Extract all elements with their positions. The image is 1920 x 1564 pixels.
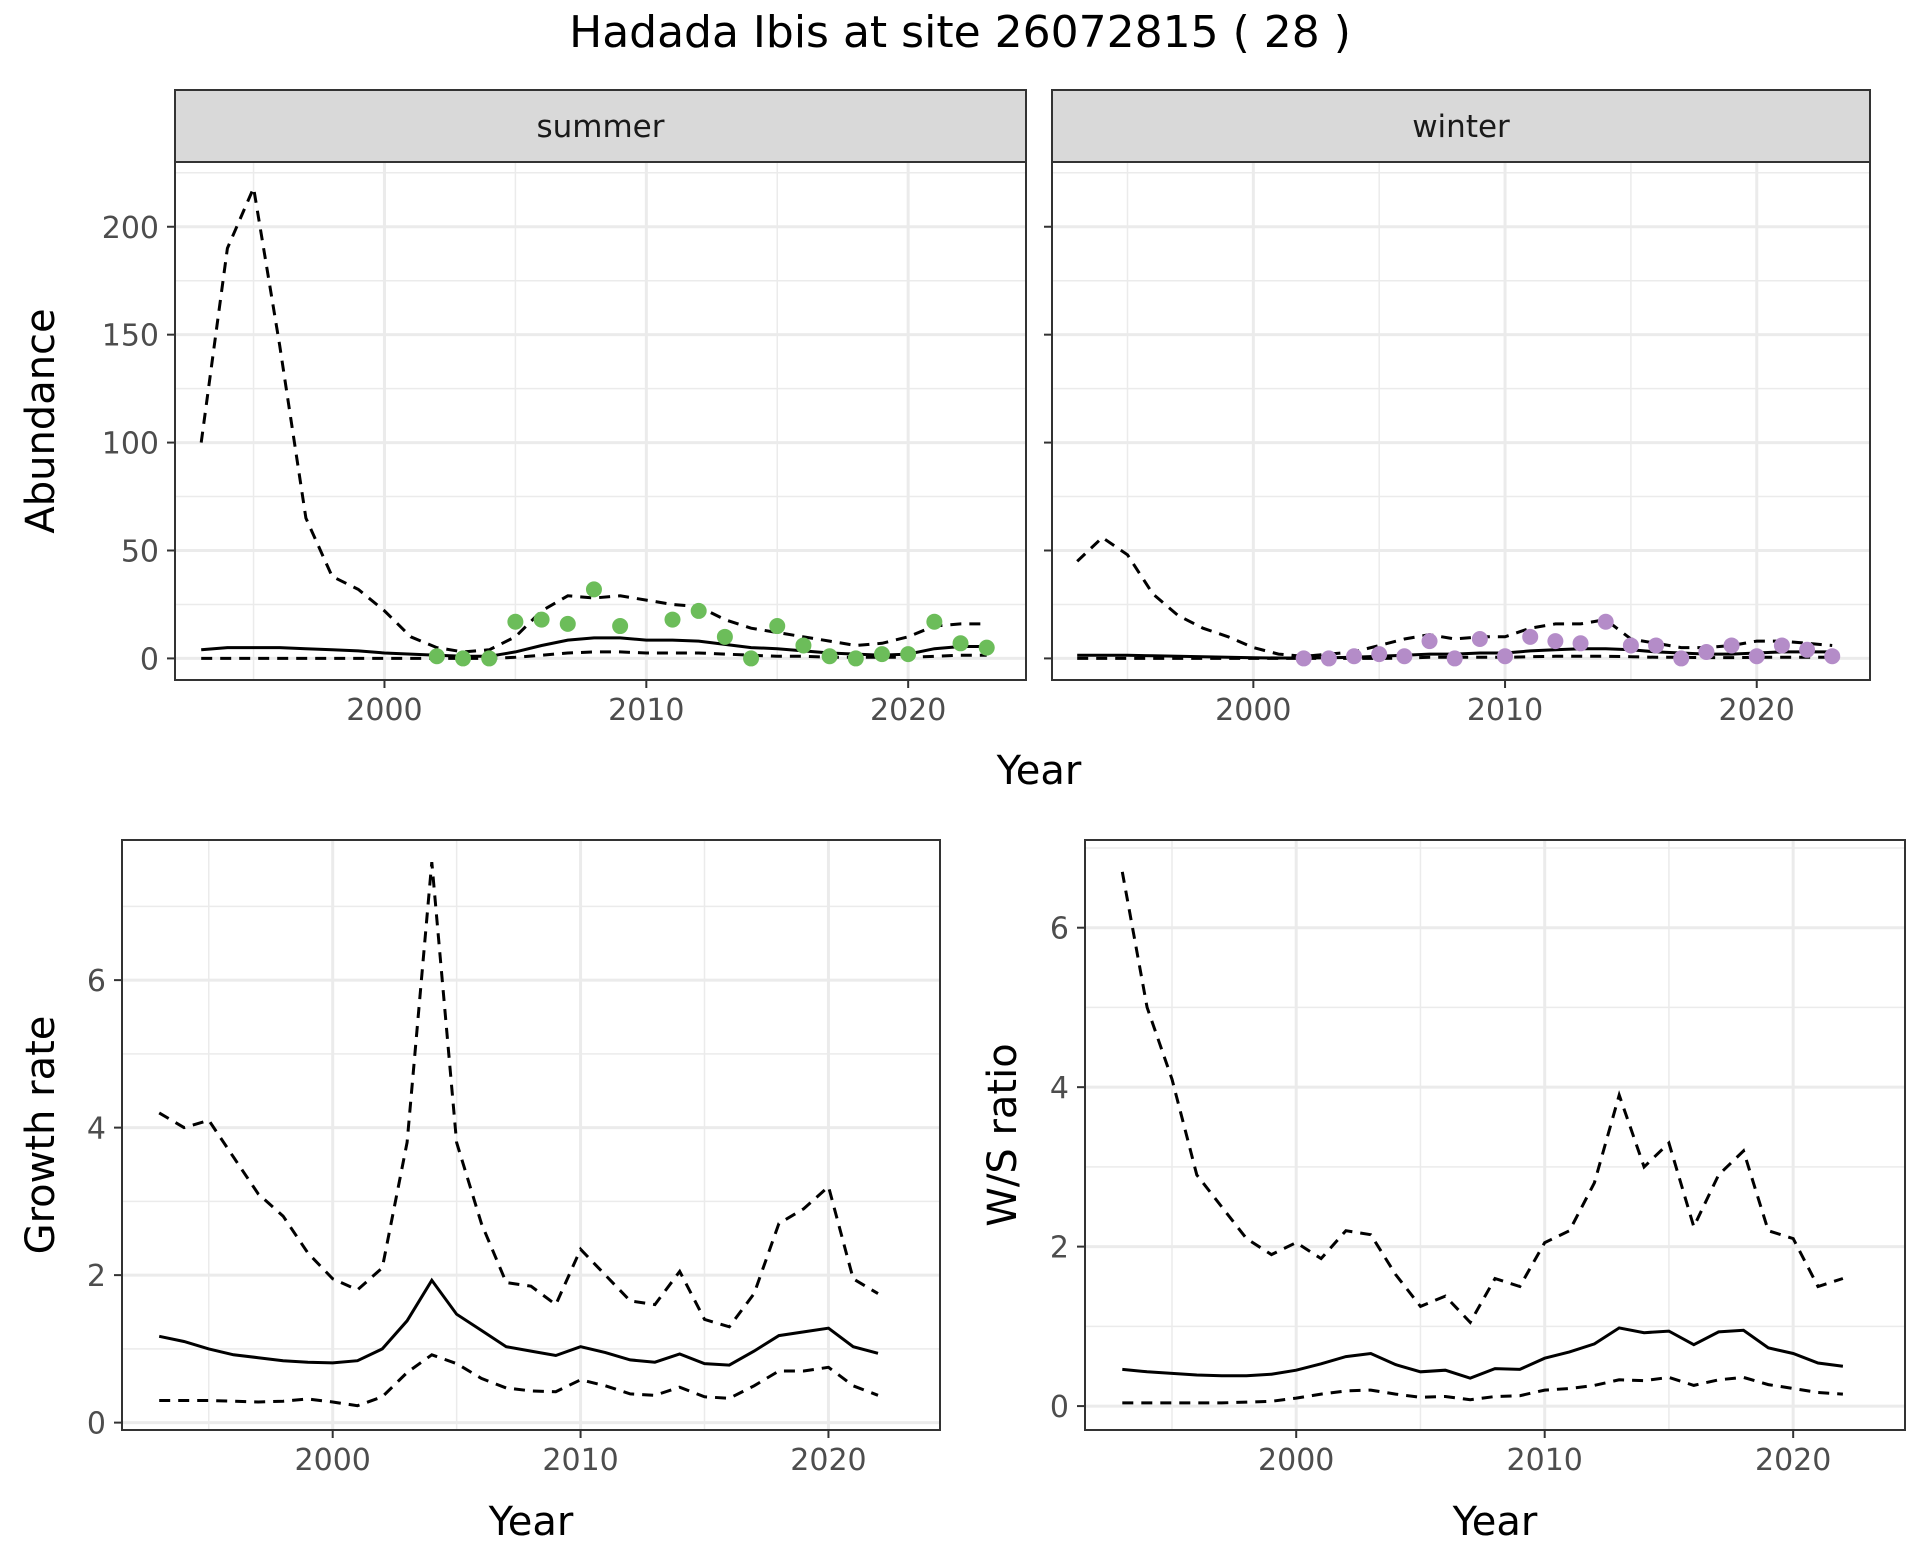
data-point <box>1773 637 1790 654</box>
x-tick-label: 2010 <box>1507 1443 1583 1478</box>
y-axis-label: W/S ratio <box>980 1043 1026 1226</box>
panel-ratio: 2000 2010 2020 0 2 4 6 W/S ratio Year <box>980 839 1906 1545</box>
data-point <box>1471 630 1488 647</box>
x-tick-label: 2000 <box>346 693 422 728</box>
x-tick-label: 2020 <box>790 1443 866 1478</box>
data-point <box>1446 650 1463 667</box>
data-point <box>743 650 760 667</box>
facet-strip-label: summer <box>536 109 664 145</box>
data-point <box>664 611 681 628</box>
y-axis-label: Abundance <box>18 308 64 533</box>
data-point <box>559 615 576 632</box>
panel-growth: 2000 2010 2020 0 2 4 6 Growth rate Year <box>18 839 941 1545</box>
x-tick-label: 2020 <box>1719 693 1795 728</box>
y-tick-label: 6 <box>1050 912 1069 947</box>
series-line-upper <box>1076 535 1833 658</box>
data-point <box>821 648 838 665</box>
data-point <box>873 646 890 663</box>
series-line-estimate <box>158 1277 879 1367</box>
y-tick-label: 0 <box>1050 1390 1069 1425</box>
data-point <box>1522 628 1539 645</box>
data-point <box>690 602 707 619</box>
x-tick-label: 2020 <box>1755 1443 1831 1478</box>
y-tick-label: 2 <box>1050 1231 1069 1266</box>
y-tick-label: 0 <box>87 1407 106 1442</box>
data-point <box>769 618 786 635</box>
x-tick-label: 2000 <box>1215 693 1291 728</box>
y-tick-label: 2 <box>87 1259 106 1294</box>
data-point <box>1698 643 1715 660</box>
y-tick-label: 150 <box>102 319 159 354</box>
data-point <box>1497 648 1514 665</box>
data-point <box>847 650 864 667</box>
y-axis-label: Growth rate <box>18 1016 64 1255</box>
x-tick-label: 2000 <box>295 1443 371 1478</box>
data-point <box>1824 648 1841 665</box>
data-point <box>1799 641 1816 658</box>
series-line-lower <box>159 1353 879 1408</box>
data-point <box>952 635 969 652</box>
data-point <box>428 648 445 665</box>
data-point <box>716 628 733 645</box>
facet-strip <box>1051 89 1871 163</box>
data-point <box>507 613 524 630</box>
data-point <box>1371 646 1388 663</box>
data-point <box>1572 635 1589 652</box>
series-line-upper <box>158 861 879 1329</box>
panel-border <box>121 839 941 1431</box>
x-axis-label: Year <box>1452 1499 1538 1545</box>
data-point <box>533 611 550 628</box>
data-point <box>978 639 995 656</box>
data-point <box>612 618 629 635</box>
x-tick-label: 2010 <box>608 693 684 728</box>
data-point <box>1421 633 1438 650</box>
panel-border <box>1084 839 1906 1431</box>
x-axis-label: Year <box>996 748 1082 794</box>
data-point <box>1547 633 1564 650</box>
x-tick-label: 2010 <box>1467 693 1543 728</box>
chart-title: Hadada Ibis at site 26072815 ( 28 ) <box>569 7 1351 58</box>
facet-strip <box>174 89 1027 163</box>
panel-border <box>174 161 1027 681</box>
data-point <box>1723 637 1740 654</box>
y-tick-label: 100 <box>102 427 159 462</box>
data-point <box>585 581 602 598</box>
panel-border <box>1051 161 1871 681</box>
y-tick-label: 4 <box>1050 1071 1069 1106</box>
y-tick-label: 50 <box>121 535 159 570</box>
facet-strip-label: winter <box>1412 109 1510 145</box>
x-axis-label: Year <box>488 1499 574 1545</box>
data-point <box>1648 637 1665 654</box>
data-point <box>1346 648 1363 665</box>
series-line-estimate <box>1122 1326 1844 1380</box>
data-point <box>481 650 498 667</box>
data-point <box>1622 637 1639 654</box>
series-line-lower <box>1122 1375 1843 1405</box>
x-tick-label: 2000 <box>1258 1443 1334 1478</box>
series-line-upper <box>1120 871 1844 1325</box>
x-tick-label: 2020 <box>870 693 946 728</box>
y-tick-label: 6 <box>87 964 106 999</box>
data-point <box>1396 648 1413 665</box>
data-point <box>1320 650 1337 667</box>
data-point <box>1748 648 1765 665</box>
panel-winter: winter 2000 2010 2020 <box>1044 89 1871 728</box>
data-point <box>795 637 812 654</box>
x-tick-label: 2010 <box>542 1443 618 1478</box>
data-point <box>1597 613 1614 630</box>
y-tick-label: 0 <box>140 642 159 677</box>
data-point <box>1673 650 1690 667</box>
data-point <box>926 613 943 630</box>
series-line-estimate <box>201 636 987 658</box>
data-point <box>1295 650 1312 667</box>
data-point <box>455 650 472 667</box>
data-point <box>900 646 917 663</box>
y-tick-label: 4 <box>87 1112 106 1147</box>
y-tick-label: 200 <box>102 211 159 246</box>
panel-summer: summer 2000 2010 2020 0 50 100 150 200 Abundance Y… <box>18 89 1082 794</box>
